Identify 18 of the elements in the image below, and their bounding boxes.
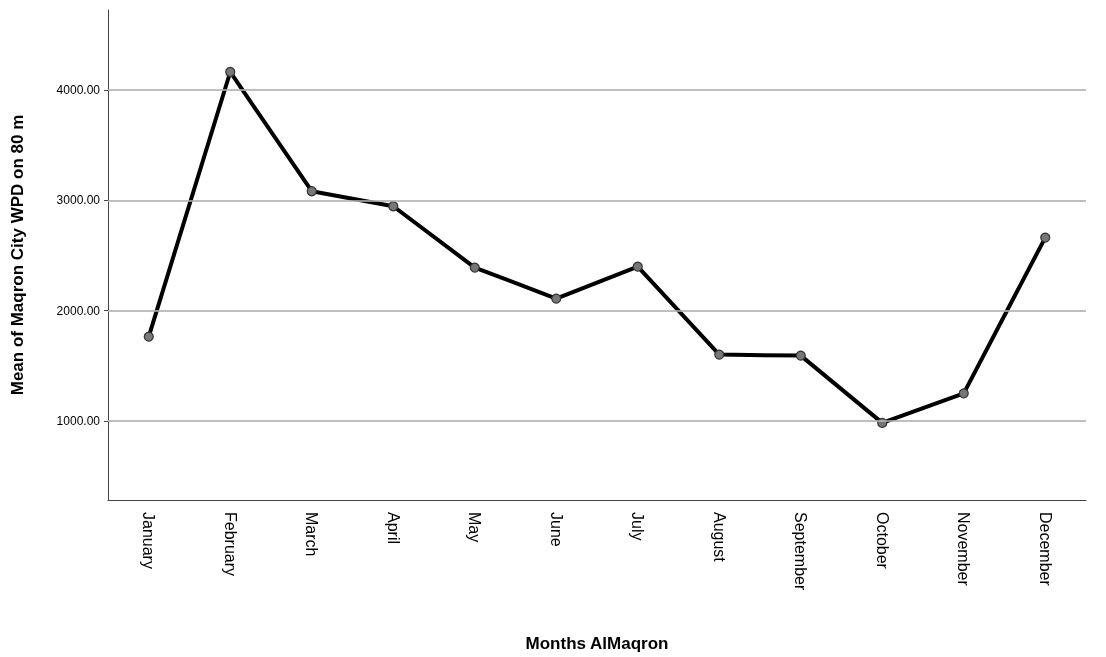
- y-tick-label: 1000.00: [56, 413, 101, 428]
- x-axis-title: Months AlMaqron: [525, 634, 669, 653]
- x-tick-label: October: [873, 512, 891, 570]
- x-tick-label: September: [792, 512, 810, 591]
- x-tick-label: July: [629, 512, 647, 541]
- y-tick-label: 3000.00: [56, 193, 101, 208]
- x-tick-label: April: [384, 512, 402, 545]
- x-tick-label: February: [221, 512, 239, 577]
- x-tick-label: August: [710, 512, 728, 563]
- x-tick-label: March: [303, 512, 321, 557]
- y-tick-label: 4000.00: [56, 82, 101, 97]
- x-tick-label: November: [955, 512, 973, 587]
- x-tick-label: December: [1036, 512, 1054, 587]
- x-tick-label: May: [466, 512, 484, 543]
- y-axis-title: Mean of Maqron City WPD on 80 m: [8, 114, 27, 396]
- x-tick-label: January: [140, 512, 158, 569]
- y-tick-label: 2000.00: [56, 303, 101, 318]
- x-tick-label: June: [547, 512, 565, 547]
